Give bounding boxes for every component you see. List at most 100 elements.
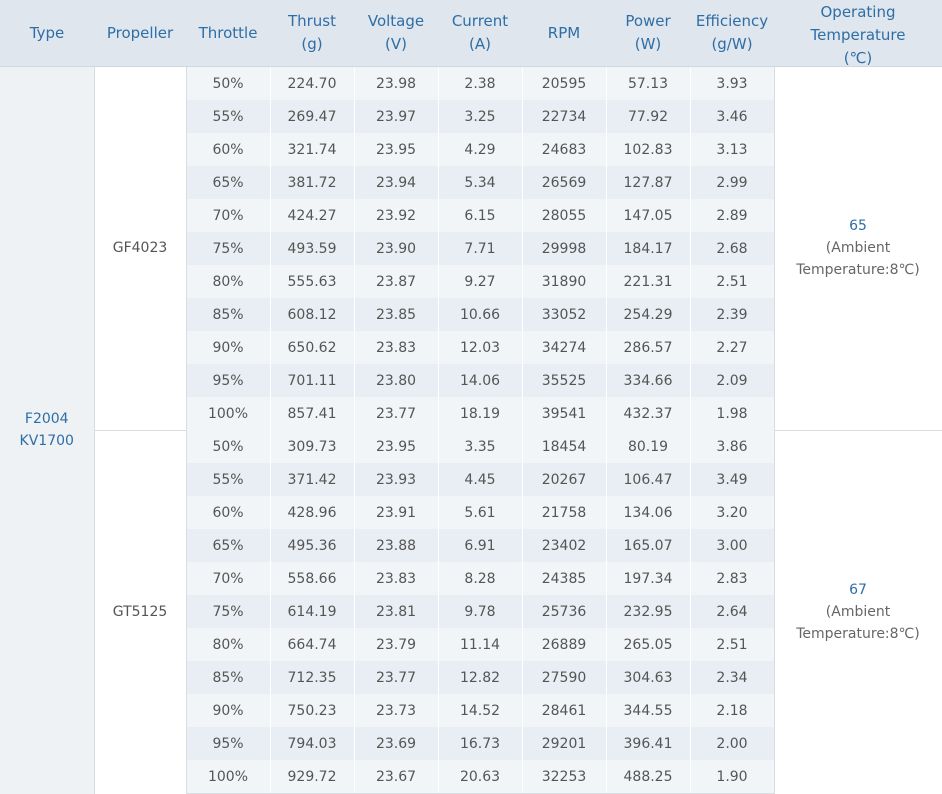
current-cell: 5.61 (437, 496, 522, 529)
current-cell: 9.27 (437, 265, 522, 298)
table-body: F2004 KV1700 GF4023 50% 224.70 23.98 2.38 20595… (0, 66, 942, 794)
table-row: 60% 428.96 23.91 5.61 21758 134.06 3.20 (0, 496, 942, 529)
power-cell: 265.05 (605, 628, 690, 661)
throttle-cell: 60% (185, 496, 270, 529)
current-cell: 8.28 (437, 562, 522, 595)
rpm-cell: 29998 (521, 232, 606, 265)
thrust-cell: 608.12 (269, 298, 354, 331)
rpm-cell: 34274 (521, 331, 606, 364)
header-row: Type Propeller Throttle Thrust (g) Voltag… (0, 0, 942, 67)
efficiency-cell: 3.49 (689, 463, 774, 496)
voltage-cell: 23.88 (353, 529, 438, 562)
thrust-cell: 371.42 (269, 463, 354, 496)
efficiency-cell: 2.83 (689, 562, 774, 595)
power-cell: 396.41 (605, 727, 690, 760)
table-row: 75% 493.59 23.90 7.71 29998 184.17 2.68 (0, 232, 942, 265)
power-cell: 304.63 (605, 661, 690, 694)
power-cell: 344.55 (605, 694, 690, 727)
table-row: 100% 857.41 23.77 18.19 39541 432.37 1.98 (0, 397, 942, 430)
power-cell: 127.87 (605, 166, 690, 199)
header-operating-temperature: Operating Temperature (℃) (774, 0, 942, 67)
motor-type-cell: F2004 KV1700 (0, 66, 95, 794)
efficiency-cell: 2.99 (689, 166, 774, 199)
throttle-cell: 60% (185, 133, 270, 166)
power-cell: 184.17 (605, 232, 690, 265)
thrust-cell: 857.41 (269, 397, 354, 430)
table-row: 80% 664.74 23.79 11.14 26889 265.05 2.51 (0, 628, 942, 661)
voltage-cell: 23.80 (353, 364, 438, 397)
voltage-cell: 23.79 (353, 628, 438, 661)
power-cell: 134.06 (605, 496, 690, 529)
current-cell: 3.35 (437, 430, 522, 463)
efficiency-cell: 2.09 (689, 364, 774, 397)
throttle-cell: 65% (185, 166, 270, 199)
power-cell: 232.95 (605, 595, 690, 628)
efficiency-cell: 2.51 (689, 628, 774, 661)
current-cell: 14.06 (437, 364, 522, 397)
ambient-temperature-note: (Ambient (825, 604, 891, 620)
throttle-cell: 100% (185, 760, 270, 794)
rpm-cell: 21758 (521, 496, 606, 529)
thrust-cell: 424.27 (269, 199, 354, 232)
voltage-cell: 23.83 (353, 331, 438, 364)
throttle-cell: 55% (185, 463, 270, 496)
rpm-cell: 32253 (521, 760, 606, 794)
efficiency-cell: 1.90 (689, 760, 774, 794)
header-current: Current (A) (438, 0, 522, 67)
throttle-cell: 75% (185, 595, 270, 628)
voltage-cell: 23.92 (353, 199, 438, 232)
voltage-cell: 23.85 (353, 298, 438, 331)
rpm-cell: 35525 (521, 364, 606, 397)
table-row: 65% 495.36 23.88 6.91 23402 165.07 3.00 (0, 529, 942, 562)
voltage-cell: 23.87 (353, 265, 438, 298)
table-row: 60% 321.74 23.95 4.29 24683 102.83 3.13 (0, 133, 942, 166)
rpm-cell: 26889 (521, 628, 606, 661)
efficiency-cell: 2.51 (689, 265, 774, 298)
table-row: 85% 608.12 23.85 10.66 33052 254.29 2.39 (0, 298, 942, 331)
operating-temperature-cell: 65 (Ambient Temperature:8℃) (773, 66, 942, 430)
table-row: 70% 558.66 23.83 8.28 24385 197.34 2.83 (0, 562, 942, 595)
rpm-cell: 22734 (521, 100, 606, 133)
throttle-cell: 75% (185, 232, 270, 265)
voltage-cell: 23.94 (353, 166, 438, 199)
throttle-cell: 50% (185, 66, 270, 100)
rpm-cell: 20267 (521, 463, 606, 496)
voltage-cell: 23.83 (353, 562, 438, 595)
voltage-cell: 23.67 (353, 760, 438, 794)
table-row: 75% 614.19 23.81 9.78 25736 232.95 2.64 (0, 595, 942, 628)
power-cell: 106.47 (605, 463, 690, 496)
current-cell: 16.73 (437, 727, 522, 760)
thrust-cell: 381.72 (269, 166, 354, 199)
rpm-cell: 28461 (521, 694, 606, 727)
rpm-cell: 20595 (521, 66, 606, 100)
throttle-cell: 100% (185, 397, 270, 430)
voltage-cell: 23.81 (353, 595, 438, 628)
thrust-cell: 321.74 (269, 133, 354, 166)
table-row: 90% 650.62 23.83 12.03 34274 286.57 2.27 (0, 331, 942, 364)
ambient-temperature-note: Temperature:8℃) (796, 262, 920, 279)
power-cell: 221.31 (605, 265, 690, 298)
power-cell: 432.37 (605, 397, 690, 430)
throttle-cell: 70% (185, 199, 270, 232)
efficiency-cell: 3.20 (689, 496, 774, 529)
propeller-cell: GF4023 (93, 66, 187, 430)
thrust-cell: 495.36 (269, 529, 354, 562)
efficiency-cell: 2.27 (689, 331, 774, 364)
throttle-cell: 70% (185, 562, 270, 595)
throttle-cell: 95% (185, 364, 270, 397)
throttle-cell: 90% (185, 331, 270, 364)
efficiency-cell: 2.18 (689, 694, 774, 727)
table-row: 65% 381.72 23.94 5.34 26569 127.87 2.99 (0, 166, 942, 199)
thrust-cell: 493.59 (269, 232, 354, 265)
thrust-cell: 224.70 (269, 66, 354, 100)
current-cell: 12.82 (437, 661, 522, 694)
efficiency-cell: 2.68 (689, 232, 774, 265)
rpm-cell: 23402 (521, 529, 606, 562)
efficiency-cell: 2.89 (689, 199, 774, 232)
power-cell: 488.25 (605, 760, 690, 794)
header-type: Type (0, 0, 94, 67)
thrust-cell: 929.72 (269, 760, 354, 794)
power-cell: 165.07 (605, 529, 690, 562)
voltage-cell: 23.69 (353, 727, 438, 760)
efficiency-cell: 1.98 (689, 397, 774, 430)
